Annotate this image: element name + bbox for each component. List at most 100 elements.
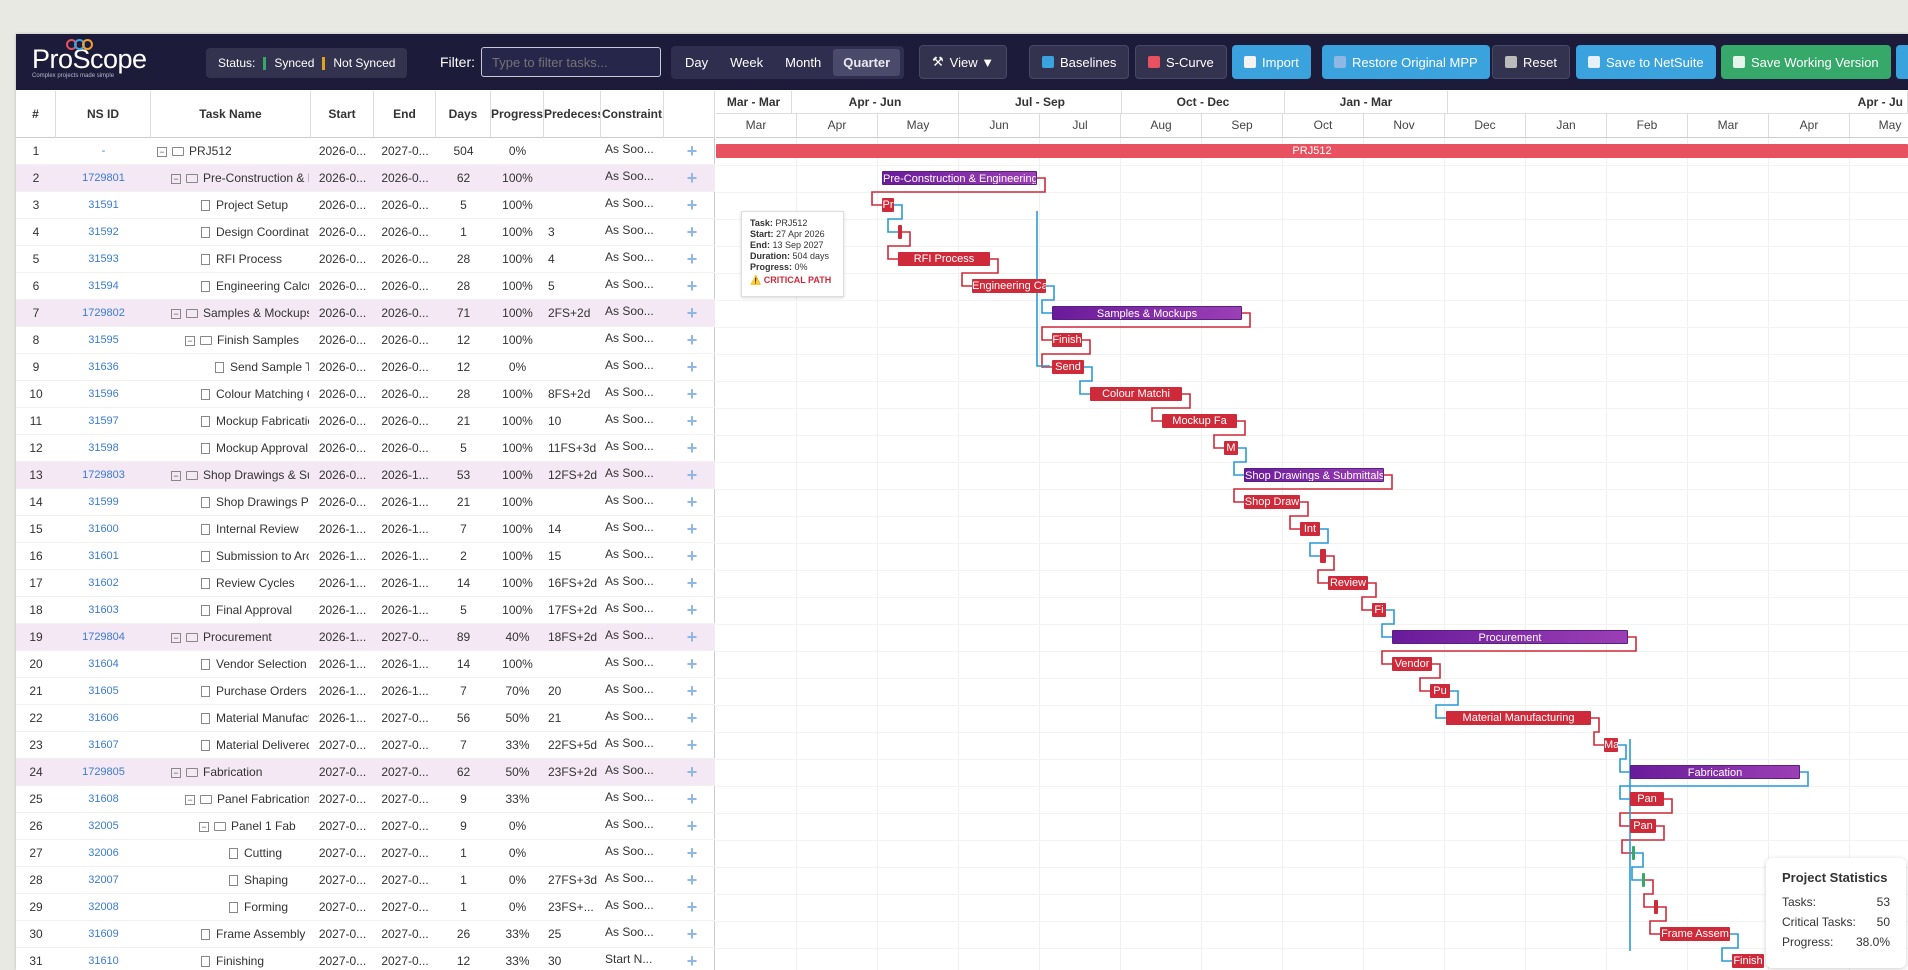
cell-name[interactable]: Forming — [151, 894, 309, 921]
table-row[interactable]: 12 31598 Mockup Approval 2026-0... 2026-0...… — [16, 435, 715, 462]
add-subtask-icon[interactable]: + — [686, 465, 698, 485]
collapse-toggle-icon[interactable]: − — [185, 794, 195, 805]
col-constraint[interactable]: Constraint — [601, 91, 664, 138]
cell-ns[interactable]: 1729801 — [82, 172, 125, 184]
cell-name[interactable]: Material Delivered — [151, 732, 309, 759]
table-row[interactable]: 5 31593 RFI Process 2026-0... 2026-0... 28 100… — [16, 246, 715, 273]
add-subtask-icon[interactable]: + — [686, 951, 698, 970]
cell-name[interactable]: Shaping — [151, 867, 309, 894]
gantt-bar[interactable]: Review — [1328, 576, 1368, 590]
table-row[interactable]: 11 31597 Mockup Fabrication 2026-0... 2026-0… — [16, 408, 715, 435]
col-ns-id[interactable]: NS ID — [56, 91, 151, 138]
cell-ns[interactable]: 31605 — [88, 685, 119, 697]
add-subtask-icon[interactable]: + — [686, 303, 698, 323]
add-subtask-icon[interactable]: + — [686, 573, 698, 593]
gantt-bar[interactable]: Finish — [1052, 333, 1082, 347]
table-row[interactable]: 16 31601 Submission to Architect 2026-1... 2… — [16, 543, 715, 570]
gantt-bar[interactable]: Colour Matchi — [1090, 387, 1182, 401]
add-subtask-icon[interactable]: + — [686, 897, 698, 917]
col-end[interactable]: End — [374, 91, 436, 138]
table-row[interactable]: 1 - − PRJ512 2026-0... 2027-0... 504 0% As Soo..… — [16, 138, 715, 165]
table-row[interactable]: 31 31610 Finishing 2027-0... 2027-0... 12 33% 3… — [16, 948, 715, 970]
cell-ns[interactable]: - — [101, 145, 106, 157]
cell-ns[interactable]: 31593 — [88, 253, 119, 265]
table-row[interactable]: 3 31591 Project Setup 2026-0... 2026-0... 5 10… — [16, 192, 715, 219]
table-row[interactable]: 19 1729804 − Procurement 2026-1... 2027-0... 8… — [16, 624, 715, 651]
cell-name[interactable]: Project Setup — [151, 192, 309, 219]
gantt-bar[interactable]: M — [1224, 441, 1238, 455]
import-button[interactable]: Import — [1232, 45, 1311, 79]
add-subtask-icon[interactable]: + — [686, 492, 698, 512]
gantt-bar[interactable]: Mockup Fa — [1162, 414, 1237, 428]
cell-name[interactable]: Cutting — [151, 840, 309, 867]
gantt-bar[interactable]: Pan — [1630, 792, 1664, 806]
table-row[interactable]: 29 32008 Forming 2027-0... 2027-0... 1 0% 23FS+… — [16, 894, 715, 921]
table-row[interactable]: 9 31636 Send Sample To Architect 2026-0... 2… — [16, 354, 715, 381]
cell-ns[interactable]: 31607 — [88, 739, 119, 751]
add-subtask-icon[interactable]: + — [686, 627, 698, 647]
gantt-bar[interactable]: Fi — [1372, 603, 1386, 617]
cell-ns[interactable]: 31610 — [88, 955, 119, 967]
add-subtask-icon[interactable]: + — [686, 816, 698, 836]
gantt-bar[interactable]: Samples & Mockups — [1052, 306, 1242, 320]
cell-name[interactable]: Review Cycles — [151, 570, 309, 597]
add-subtask-icon[interactable]: + — [686, 762, 698, 782]
table-row[interactable]: 21 31605 Purchase Orders Issued 2026-1... 20… — [16, 678, 715, 705]
cell-name[interactable]: − Panel Fabrication — [151, 786, 309, 813]
gantt-bar[interactable]: Pre-Construction & Engineering — [882, 171, 1037, 185]
add-subtask-icon[interactable]: + — [686, 681, 698, 701]
gantt-bar[interactable] — [1642, 873, 1645, 887]
cell-name[interactable]: Design Coordination — [151, 219, 309, 246]
add-subtask-icon[interactable]: + — [686, 519, 698, 539]
gantt-bar[interactable]: Int — [1300, 522, 1320, 536]
add-subtask-icon[interactable]: + — [686, 546, 698, 566]
filter-input[interactable] — [481, 47, 661, 77]
collapse-toggle-icon[interactable]: − — [171, 470, 181, 481]
cell-name[interactable]: − Finish Samples — [151, 327, 309, 354]
table-row[interactable]: 26 32005 − Panel 1 Fab 2027-0... 2027-0... 9 0%… — [16, 813, 715, 840]
cell-name[interactable]: − Fabrication — [151, 759, 309, 786]
cell-ns[interactable]: 1729803 — [82, 469, 125, 481]
cell-ns[interactable]: 31600 — [88, 523, 119, 535]
cell-name[interactable]: − Pre-Construction & Engineering — [151, 165, 309, 192]
cell-name[interactable]: Internal Review — [151, 516, 309, 543]
cell-name[interactable]: RFI Process — [151, 246, 309, 273]
table-row[interactable]: 7 1729802 − Samples & Mockups 2026-0... 2026-… — [16, 300, 715, 327]
cell-ns[interactable]: 31604 — [88, 658, 119, 670]
cell-ns[interactable]: 31597 — [88, 415, 119, 427]
table-row[interactable]: 13 1729803 − Shop Drawings & Submittals 2026… — [16, 462, 715, 489]
cell-ns[interactable]: 1729802 — [82, 307, 125, 319]
add-subtask-icon[interactable]: + — [686, 654, 698, 674]
cell-name[interactable]: Send Sample To Architect — [151, 354, 309, 381]
collapse-toggle-icon[interactable]: − — [157, 146, 167, 157]
cell-ns[interactable]: 32006 — [88, 847, 119, 859]
cell-name[interactable]: Submission to Architect — [151, 543, 309, 570]
cell-ns[interactable]: 1729804 — [82, 631, 125, 643]
table-row[interactable]: 28 32007 Shaping 2027-0... 2027-0... 1 0% 27FS+… — [16, 867, 715, 894]
add-subtask-icon[interactable]: + — [686, 141, 698, 161]
gantt-bar[interactable]: Pr — [882, 198, 894, 212]
col-start[interactable]: Start — [311, 91, 374, 138]
table-row[interactable]: 6 31594 Engineering Calculations 2026-0... 2… — [16, 273, 715, 300]
table-row[interactable]: 22 31606 Material Manufacturing 2026-1... 20… — [16, 705, 715, 732]
add-subtask-icon[interactable]: + — [686, 384, 698, 404]
gantt-bar[interactable]: Shop Draw — [1244, 495, 1300, 509]
gantt-bar[interactable]: RFI Process — [898, 252, 990, 266]
reset-button[interactable]: Reset — [1492, 45, 1570, 79]
collapse-toggle-icon[interactable]: − — [199, 821, 209, 832]
gantt-bar[interactable]: Fabrication — [1630, 765, 1800, 779]
gantt-bar[interactable]: Send — [1052, 360, 1084, 374]
add-subtask-icon[interactable]: + — [686, 222, 698, 242]
cell-ns[interactable]: 31609 — [88, 928, 119, 940]
cell-ns[interactable]: 31608 — [88, 793, 119, 805]
table-row[interactable]: 20 31604 Vendor Selection 2026-1... 2026-1..… — [16, 651, 715, 678]
baselines-button[interactable]: Baselines — [1029, 45, 1130, 79]
cell-name[interactable]: Material Manufacturing — [151, 705, 309, 732]
restore-button[interactable]: Restore Original MPP — [1322, 45, 1490, 79]
col-task-name[interactable]: Task Name — [151, 91, 311, 138]
cell-ns[interactable]: 31599 — [88, 496, 119, 508]
cell-ns[interactable]: 32005 — [88, 820, 119, 832]
gantt-bar[interactable]: Pu — [1430, 684, 1450, 698]
save-working-button[interactable]: Save Working Version — [1721, 45, 1891, 79]
zoom-quarter[interactable]: Quarter — [833, 49, 901, 76]
